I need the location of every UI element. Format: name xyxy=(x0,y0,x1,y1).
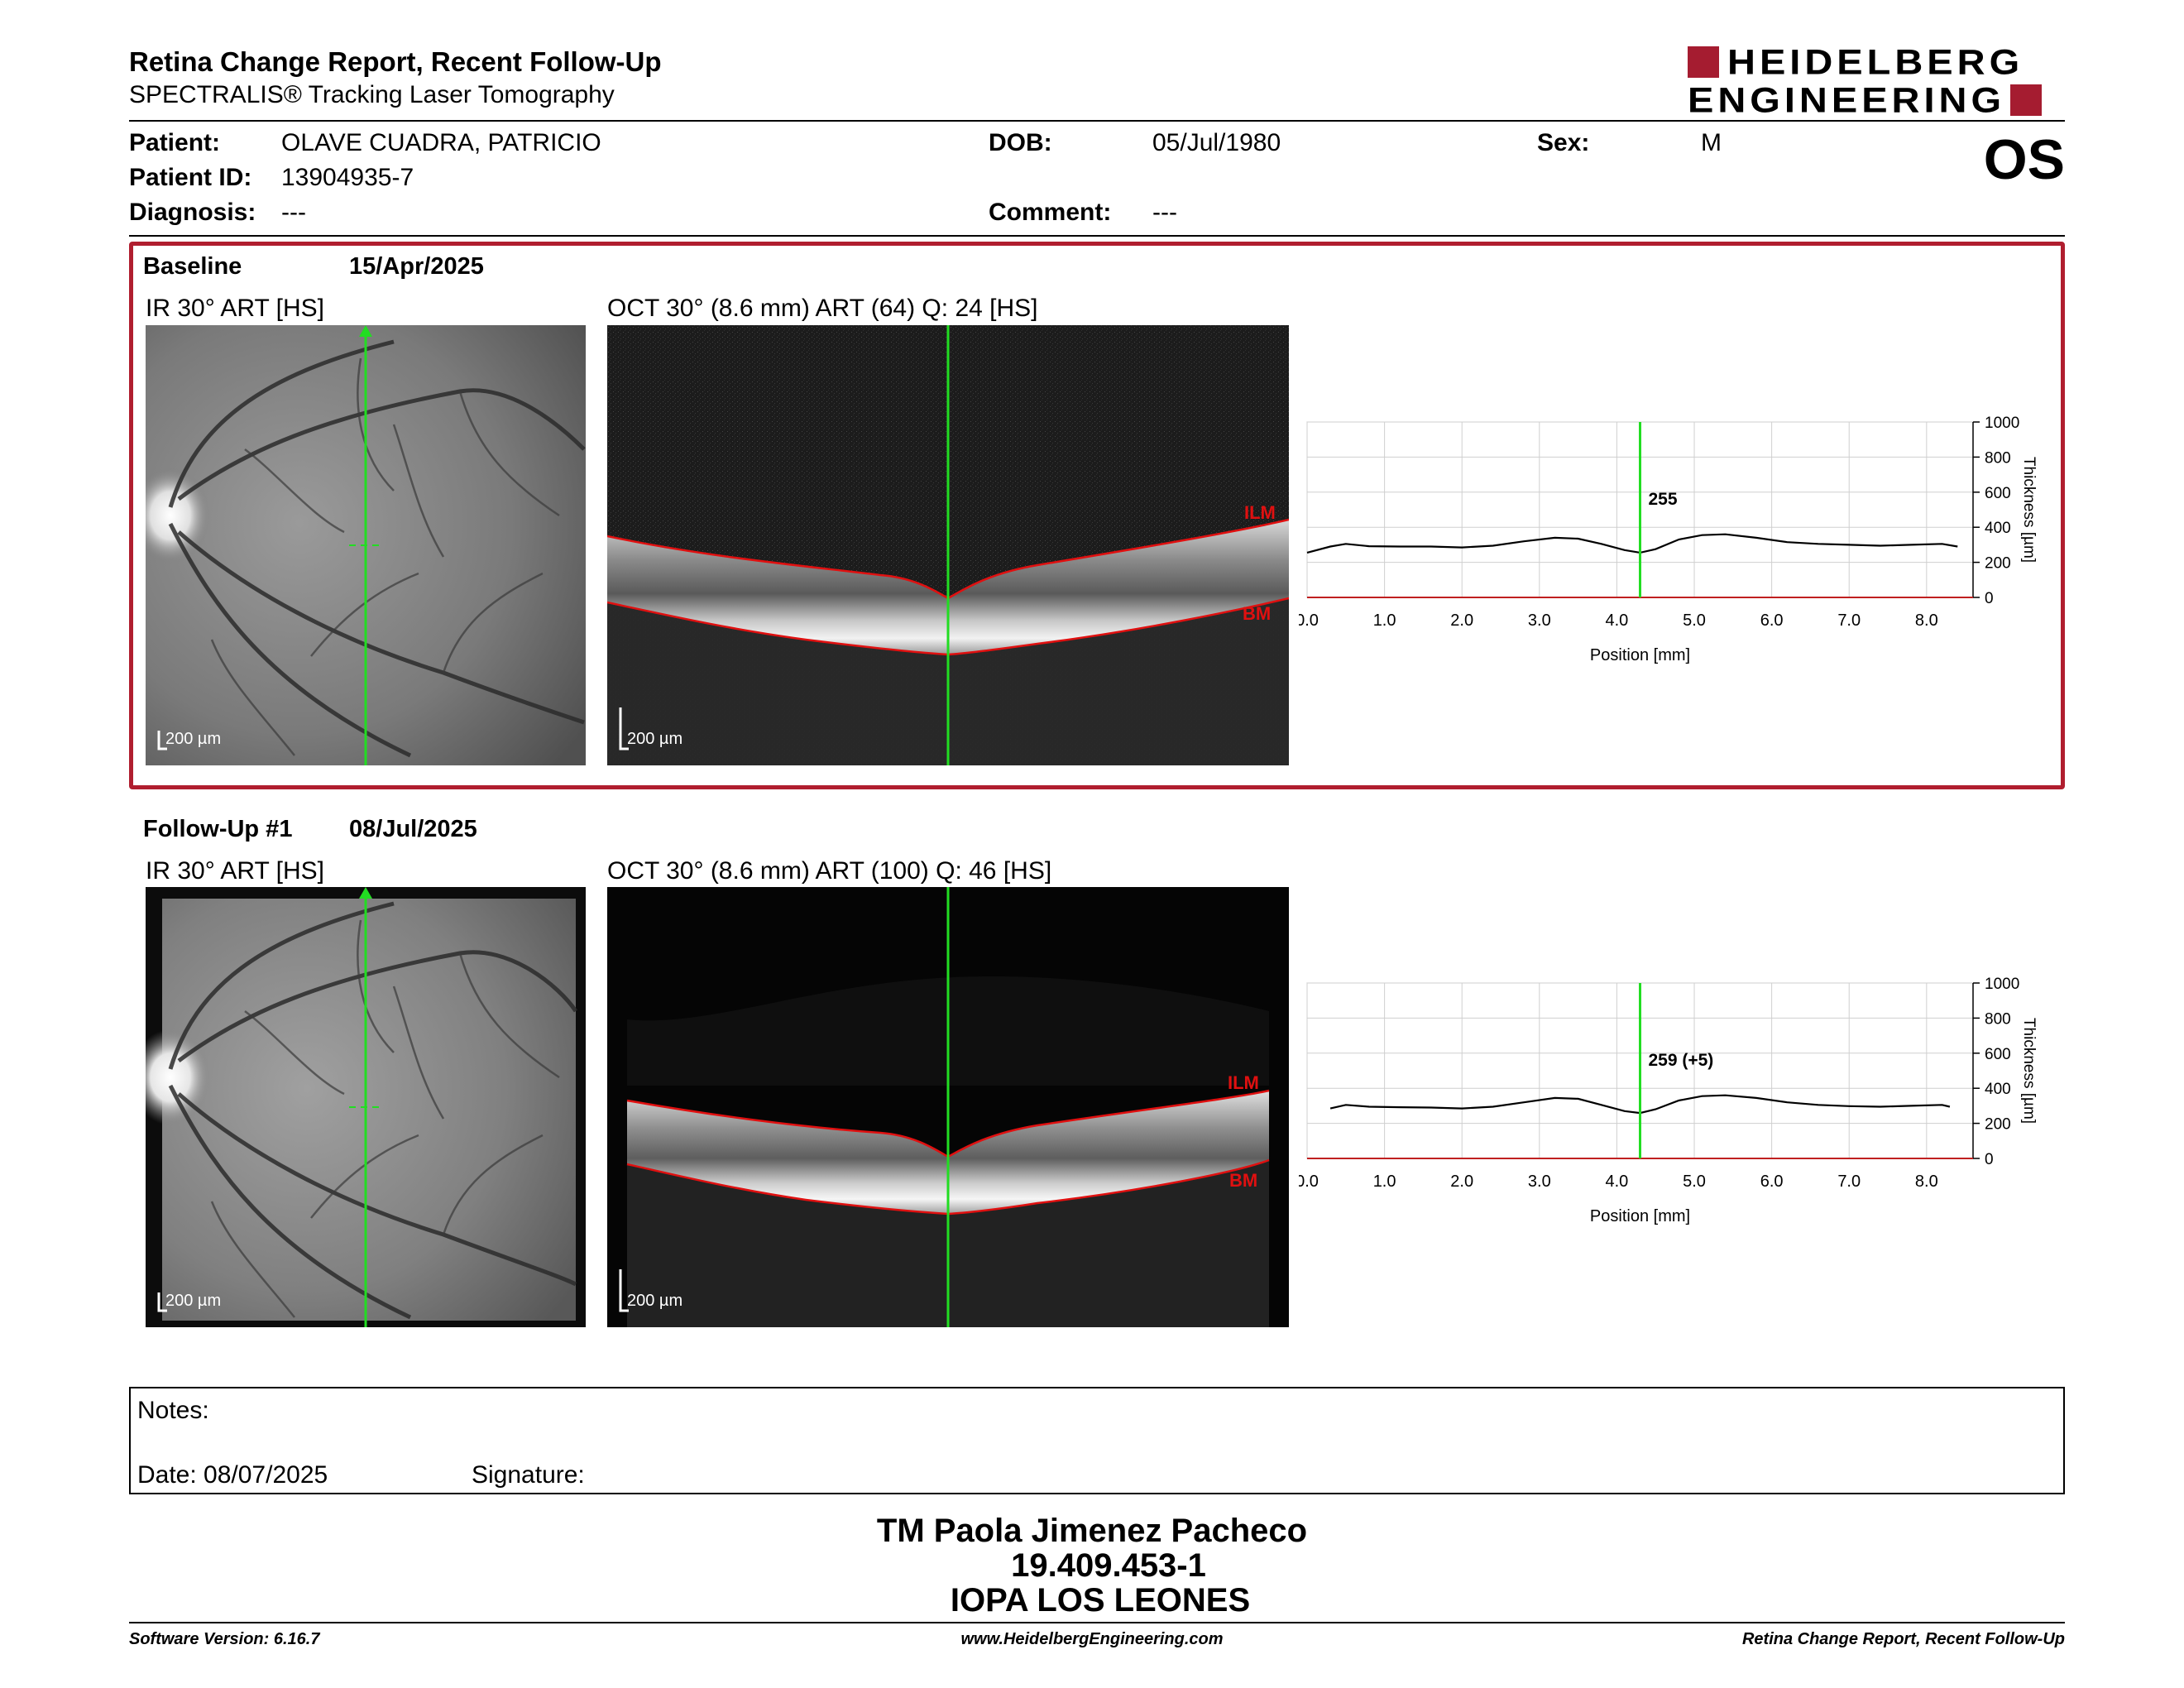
baseline-date: 15/Apr/2025 xyxy=(349,253,484,280)
followup-oct-bscan-image: ILM BM 200 µm xyxy=(607,887,1289,1327)
signature-label: Signature: xyxy=(472,1461,585,1489)
baseline-oct-bscan-image: ILM BM 200 µm xyxy=(607,325,1289,765)
notes-label: Notes: xyxy=(137,1397,209,1424)
chart-y-axis-label: Thickness [µm] xyxy=(2020,1018,2038,1124)
followup-oct-scale: 200 µm xyxy=(627,1292,682,1310)
chart-x-tick-label: 0.0 xyxy=(1299,611,1319,630)
chart-x-tick-label: 3.0 xyxy=(1528,611,1551,630)
dob-label: DOB: xyxy=(989,129,1052,156)
chart-x-tick-label: 7.0 xyxy=(1837,611,1861,630)
baseline-ilm-label: ILM xyxy=(1244,502,1276,523)
chart-x-tick-label: 4.0 xyxy=(1606,1172,1629,1191)
chart-x-tick-label: 2.0 xyxy=(1450,611,1473,630)
chart-x-tick-label: 4.0 xyxy=(1606,611,1629,630)
followup-label: Follow-Up #1 xyxy=(143,816,293,842)
chart-y-tick-label: 0 xyxy=(1985,590,1994,607)
chart-x-tick-label: 8.0 xyxy=(1915,1172,1938,1191)
notes-box: Notes: Date: 08/07/2025 Signature: xyxy=(129,1387,2065,1494)
baseline-fundus-svg: 200 µm xyxy=(146,325,586,765)
chart-y-tick-label: 1000 xyxy=(1985,976,2019,993)
chart-y-tick-label: 400 xyxy=(1985,520,2011,537)
signoff-place: IOPA LOS LEONES xyxy=(950,1582,1251,1618)
chart-x-tick-label: 6.0 xyxy=(1760,611,1784,630)
chart-x-tick-label: 2.0 xyxy=(1450,1172,1473,1191)
followup-ilm-label: ILM xyxy=(1228,1072,1259,1093)
chart-y-tick-label: 800 xyxy=(1985,449,2011,467)
chart-x-tick-label: 8.0 xyxy=(1915,611,1938,630)
logo-square-icon xyxy=(1688,46,1719,78)
baseline-oct-svg: ILM BM 200 µm xyxy=(607,325,1289,765)
chart-x-axis-label: Position [mm] xyxy=(1590,1207,1690,1225)
dob-value: 05/Jul/1980 xyxy=(1152,129,1281,156)
chart-y-tick-label: 600 xyxy=(1985,1046,2011,1063)
followup-bm-label: BM xyxy=(1229,1170,1257,1191)
baseline-bm-label: BM xyxy=(1243,603,1271,624)
diagnosis-value: --- xyxy=(281,199,306,226)
patient-id-label: Patient ID: xyxy=(129,164,252,191)
diagnosis-label: Diagnosis: xyxy=(129,199,256,226)
sex-label: Sex: xyxy=(1537,129,1590,156)
baseline-frame xyxy=(129,242,2065,789)
baseline-ir-fundus-image: 200 µm xyxy=(146,325,586,765)
logo-line2: ENGINEERING xyxy=(1688,79,2006,120)
baseline-oct-label: OCT 30° (8.6 mm) ART (64) Q: 24 [HS] xyxy=(607,295,1038,322)
chart-marker-label: 255 xyxy=(1649,490,1678,509)
chart-y-tick-label: 800 xyxy=(1985,1010,2011,1028)
chart-y-tick-label: 400 xyxy=(1985,1081,2011,1098)
chart-x-axis-label: Position [mm] xyxy=(1590,646,1690,664)
heidelberg-logo: HEIDELBERG ENGINEERING xyxy=(1688,41,2068,120)
followup-fundus-svg: 200 µm xyxy=(146,887,586,1327)
patient-label: Patient: xyxy=(129,129,221,156)
logo-line1: HEIDELBERG xyxy=(1727,41,2024,82)
patient-divider xyxy=(129,235,2065,237)
chart-x-tick-label: 7.0 xyxy=(1837,1172,1861,1191)
header-divider xyxy=(129,120,2065,122)
chart-y-axis-label: Thickness [µm] xyxy=(2020,457,2038,563)
signoff-name: TM Paola Jimenez Pacheco xyxy=(876,1513,1308,1549)
followup-ir-fundus-image: 200 µm xyxy=(146,887,586,1327)
baseline-label: Baseline xyxy=(143,253,242,280)
followup-oct-svg: ILM BM 200 µm xyxy=(607,887,1289,1327)
chart-marker-label: 259 (+5) xyxy=(1649,1051,1714,1070)
chart-x-tick-label: 3.0 xyxy=(1528,1172,1551,1191)
footer-website: www.HeidelbergEngineering.com xyxy=(960,1630,1224,1648)
chart-x-tick-label: 6.0 xyxy=(1760,1172,1784,1191)
comment-value: --- xyxy=(1152,199,1177,226)
followup-ir-label: IR 30° ART [HS] xyxy=(146,857,324,885)
baseline-thickness-chart: 0.0 1.0 2.0 3.0 4.0 5.0 6.0 7.0 8.0 0 200 400 600 800… xyxy=(1299,415,2038,664)
logo-square-icon xyxy=(2010,84,2043,116)
chart-y-tick-label: 600 xyxy=(1985,485,2011,502)
chart-x-tick-label: 0.0 xyxy=(1299,1172,1319,1191)
footer-divider xyxy=(129,1622,2065,1623)
patient-value: OLAVE CUADRA, PATRICIO xyxy=(281,129,601,156)
baseline-ir-label: IR 30° ART [HS] xyxy=(146,295,324,322)
eye-indicator: OS xyxy=(1983,128,2065,191)
chart-x-tick-label: 5.0 xyxy=(1683,611,1706,630)
chart-y-tick-label: 0 xyxy=(1985,1151,1994,1168)
followup-ir-scale: 200 µm xyxy=(165,1292,221,1310)
baseline-oct-scale: 200 µm xyxy=(627,730,682,748)
chart-y-tick-label: 200 xyxy=(1985,555,2011,573)
chart-y-tick-label: 200 xyxy=(1985,1116,2011,1134)
comment-label: Comment: xyxy=(989,199,1112,226)
report-title: Retina Change Report, Recent Follow-Up xyxy=(129,46,662,77)
report-subtitle: SPECTRALIS® Tracking Laser Tomography xyxy=(129,81,615,108)
signoff-id: 19.409.453-1 xyxy=(1011,1547,1206,1584)
patient-id-value: 13904935-7 xyxy=(281,164,414,191)
footer-report-name: Retina Change Report, Recent Follow-Up xyxy=(1741,1630,2065,1648)
date-label: Date: 08/07/2025 xyxy=(137,1461,328,1489)
chart-x-tick-label: 5.0 xyxy=(1683,1172,1706,1191)
baseline-ir-scale: 200 µm xyxy=(165,730,221,748)
chart-thickness-series xyxy=(1306,533,1958,554)
chart-x-tick-label: 1.0 xyxy=(1373,1172,1396,1191)
followup-oct-label: OCT 30° (8.6 mm) ART (100) Q: 46 [HS] xyxy=(607,857,1052,885)
footer-software-version: Software Version: 6.16.7 xyxy=(129,1630,320,1648)
followup-thickness-chart: 0.0 1.0 2.0 3.0 4.0 5.0 6.0 7.0 8.0 0 200 400 600 800… xyxy=(1299,976,2038,1225)
followup-date: 08/Jul/2025 xyxy=(349,816,477,842)
chart-x-tick-label: 1.0 xyxy=(1373,611,1396,630)
sex-value: M xyxy=(1701,129,1722,156)
chart-y-tick-label: 1000 xyxy=(1985,415,2019,432)
